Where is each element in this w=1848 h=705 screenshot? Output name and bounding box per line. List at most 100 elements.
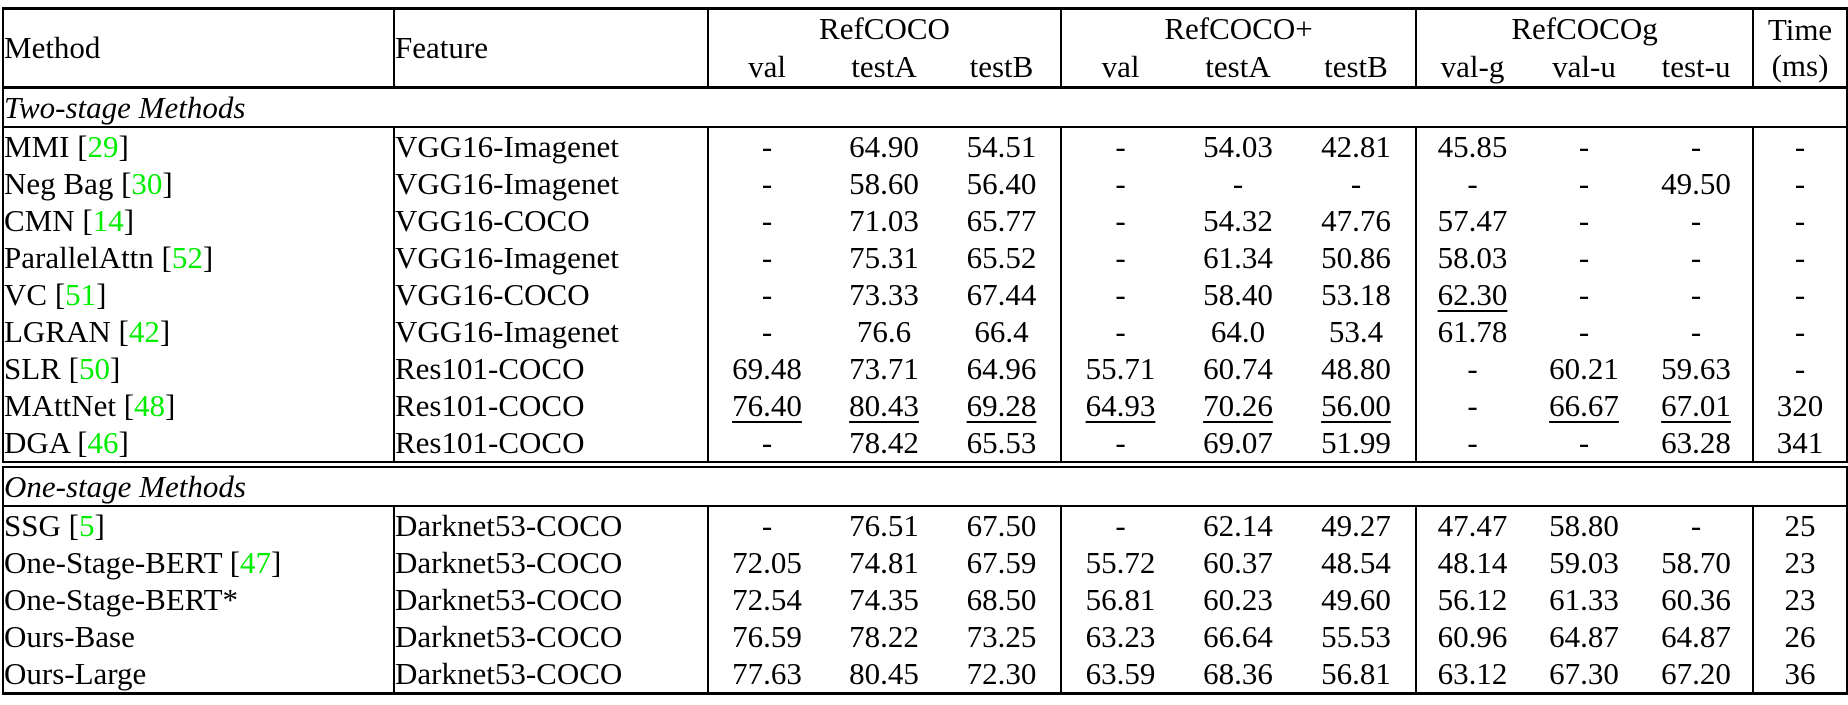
method-cell: One-Stage-BERT [47] [4, 544, 282, 580]
score-cell: 80.45 [849, 655, 919, 691]
score-cell: 67.59 [966, 544, 1037, 580]
score-cell: 73.25 [966, 618, 1037, 654]
score-cell: 58.40 [1203, 276, 1273, 312]
citation-link[interactable]: 47 [240, 544, 272, 580]
score-cell: - [1060, 202, 1179, 239]
feature-cell: VGG16-COCO [393, 276, 708, 313]
time-cell: - [1752, 202, 1848, 239]
table-row: LGRAN [42] VGG16-Imagenet -76.6 66.4-64.0 53… [3, 313, 1848, 350]
score-cell: - [1060, 506, 1179, 544]
score-cell: - [1060, 276, 1179, 313]
section-header-row: Two-stage Methods [3, 86, 1848, 128]
feature-cell: VGG16-Imagenet [393, 127, 708, 165]
score-cell: - [1578, 276, 1590, 312]
method-cell: SSG [5] [4, 507, 105, 543]
citation-link[interactable]: 42 [128, 313, 160, 349]
feature-cell: VGG16-Imagenet [393, 239, 708, 276]
score-cell: 64.0 [1210, 313, 1266, 349]
score-cell: 56.81 [1321, 655, 1391, 691]
feature-cell: VGG16-Imagenet [393, 165, 708, 202]
score-cell: 69.07 [1203, 424, 1273, 460]
score-cell: 66.64 [1203, 618, 1273, 654]
score-cell: 72.54 [707, 581, 825, 618]
citation-link[interactable]: 50 [78, 350, 110, 386]
score-cell: 76.59 [707, 618, 825, 655]
score-cell: - [1690, 202, 1702, 238]
section-label: One-stage Methods [3, 461, 1848, 507]
table-row: SSG [5] Darknet53-COCO -76.51 67.50-62.14 49… [3, 506, 1848, 544]
table-row: Neg Bag [30] VGG16-Imagenet -58.60 56.40- - -… [3, 165, 1848, 202]
method-cell: Ours-Large [3, 655, 394, 694]
score-cell: - [707, 313, 825, 350]
score-cell: - [1060, 424, 1179, 465]
method-cell: MMI [29] [4, 128, 129, 164]
score-cell: 60.74 [1203, 350, 1273, 386]
table-row: One-Stage-BERT [47] Darknet53-COCO 72.05 74… [3, 544, 1848, 581]
score-cell: 60.96 [1415, 618, 1528, 655]
col-header-refcoco-testa: testA [825, 48, 943, 89]
method-cell: ParallelAttn [52] [4, 239, 214, 275]
col-header-method: Method [3, 8, 394, 89]
score-cell: - [707, 506, 825, 544]
citation-link[interactable]: 30 [131, 165, 163, 201]
score-cell: - [1578, 313, 1590, 349]
feature-cell: Res101-COCO [393, 424, 708, 465]
score-cell: 70.26 [1203, 387, 1273, 423]
col-header-time: Time (ms) [1752, 8, 1848, 89]
score-cell: 64.96 [966, 350, 1037, 386]
time-cell: 25 [1752, 506, 1848, 544]
score-cell: 68.50 [966, 581, 1037, 617]
table-row: One-Stage-BERT* Darknet53-COCO 72.54 74.35 6… [3, 581, 1848, 618]
method-cell: CMN [14] [4, 202, 135, 238]
citation-link[interactable]: 46 [87, 424, 119, 460]
citation-link[interactable]: 51 [65, 276, 97, 312]
score-cell: 58.03 [1415, 239, 1528, 276]
score-cell: 60.23 [1203, 581, 1273, 617]
citation-link[interactable]: 14 [92, 202, 124, 238]
section-header-row: One-stage Methods [3, 461, 1848, 507]
time-cell: 23 [1752, 544, 1848, 581]
method-name: VC [4, 276, 48, 312]
score-cell: 73.71 [849, 350, 919, 386]
score-cell: - [707, 127, 825, 165]
citation-link[interactable]: 48 [134, 387, 166, 423]
score-cell: 65.52 [966, 239, 1037, 275]
score-cell: 63.28 [1661, 424, 1731, 460]
method-name: MMI [4, 128, 70, 164]
citation-link[interactable]: 5 [78, 507, 95, 543]
score-cell: 80.43 [849, 387, 919, 423]
score-cell: 61.78 [1415, 313, 1528, 350]
score-cell: - [707, 165, 825, 202]
score-cell: 49.60 [1321, 581, 1391, 617]
score-cell: 62.30 [1415, 276, 1528, 313]
score-cell: 49.50 [1661, 165, 1731, 201]
score-cell: 54.03 [1203, 128, 1273, 164]
score-cell: 54.51 [966, 128, 1037, 164]
score-cell: 53.18 [1321, 276, 1391, 312]
score-cell: 62.14 [1203, 507, 1273, 543]
citation-link[interactable]: 29 [87, 128, 119, 164]
col-header-refcoco-plus-testa: testA [1179, 48, 1297, 89]
score-cell: 63.12 [1415, 655, 1528, 694]
score-cell: 56.81 [1060, 581, 1179, 618]
time-label: Time [1767, 12, 1833, 47]
score-cell: 74.81 [849, 544, 919, 580]
feature-cell: Darknet53-COCO [393, 655, 708, 694]
method-name: CMN [4, 202, 75, 238]
score-cell: 48.14 [1415, 544, 1528, 581]
score-cell: - [1578, 424, 1590, 460]
citation-link[interactable]: 52 [171, 239, 203, 275]
col-header-refcocog-test-u: test-u [1640, 48, 1754, 89]
method-cell: DGA [46] [4, 424, 129, 460]
feature-cell: Res101-COCO [393, 350, 708, 387]
col-header-feature: Feature [393, 8, 708, 89]
score-cell: 47.76 [1321, 202, 1391, 238]
table-row: DGA [46] Res101-COCO -78.42 65.53-69.07 51.9… [3, 424, 1848, 465]
score-cell: 69.48 [707, 350, 825, 387]
score-cell: 67.44 [966, 276, 1037, 312]
score-cell: 61.34 [1203, 239, 1273, 275]
score-cell: 60.21 [1549, 350, 1619, 386]
score-cell: - [1232, 165, 1244, 201]
score-cell: - [1578, 165, 1590, 201]
time-unit: (ms) [1771, 48, 1829, 83]
